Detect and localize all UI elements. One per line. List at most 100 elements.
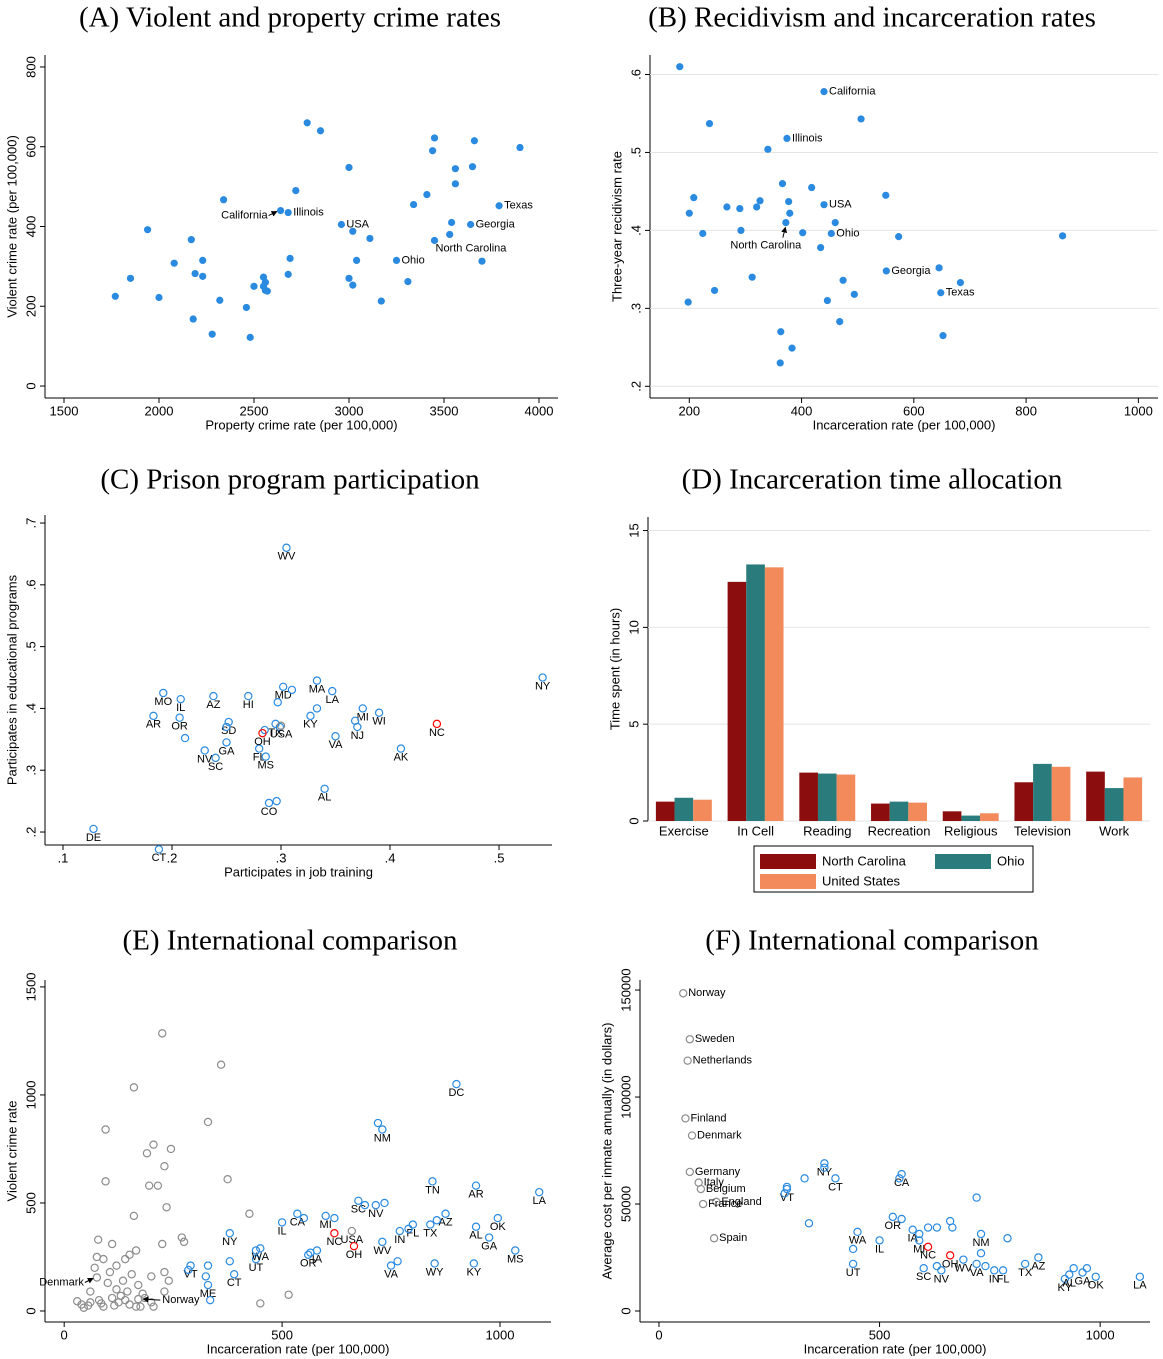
point-label: California [221,209,268,221]
point-label: Georgia [476,218,516,230]
point [131,1246,141,1255]
point [272,796,281,806]
point [690,194,698,202]
point [162,1203,171,1212]
bar [980,813,999,821]
point [349,227,357,235]
point [848,1244,858,1254]
point [820,88,828,96]
point-label: NC [920,1250,936,1262]
y-tick-label: .7 [23,518,38,529]
point [430,134,439,142]
point [111,292,119,300]
point-label: AZ [206,699,220,711]
point [166,1144,176,1154]
x-tick-label: 1000 [486,1327,515,1342]
point-label: USA [346,218,369,230]
point [823,296,831,305]
point [972,1193,981,1202]
point-label: UT [249,1262,264,1274]
point [205,1295,215,1305]
point [282,543,291,552]
x-tick-label: 500 [271,1327,293,1342]
point [853,1227,862,1237]
point-label: Georgia [891,265,931,277]
point [1058,232,1067,240]
point [396,744,406,753]
point [683,1056,692,1065]
point-label: Denmark [39,1276,84,1288]
point [1135,1272,1145,1281]
y-tick-label: 0 [23,1307,38,1314]
point-label: VA [329,739,344,751]
point [153,1181,163,1190]
point [276,721,286,730]
point [471,1181,481,1190]
point-label: NC [326,1236,342,1248]
point-label: MI [320,1219,332,1231]
bar [817,773,837,821]
point-label: CA [290,1217,306,1229]
point [360,1200,370,1210]
point-label: MS [257,760,274,772]
point [937,289,945,297]
bar [1051,766,1071,821]
point [101,1125,110,1134]
point-label: MI [913,1243,925,1255]
point-label: WV [278,551,296,563]
y-axis-label: Violent crime rate [4,1101,19,1202]
point [839,276,847,284]
point-label: OH [254,736,271,748]
y-tick-label: 600 [23,136,38,158]
point-label: AK [394,752,409,764]
point-label: MS [507,1253,524,1265]
chart-title: (A) Violent and property crime rates [79,2,501,34]
point [358,704,367,713]
chart-title: (C) Prison program participation [100,464,480,496]
legend-label: United States [822,873,901,888]
y-tick-label: 0 [23,382,38,389]
point-label: OK [1088,1280,1105,1292]
point [452,1079,461,1089]
point [386,1261,396,1270]
point-label: North Carolina [436,242,508,254]
point [764,145,772,153]
point-label: WY [426,1266,444,1278]
point-label: GA [219,745,236,757]
point [306,1248,315,1257]
point [199,256,207,265]
point [377,297,385,305]
point-label: Illinois [293,206,324,218]
point-label: VA [384,1269,399,1281]
point-label: France [708,1198,742,1210]
point [203,1117,213,1127]
point [118,1276,128,1285]
point-label: USA [270,729,293,741]
point [158,1239,167,1249]
x-tick-label: .4 [385,850,396,865]
point [284,208,292,217]
point [303,119,311,127]
point-label: IN [394,1234,405,1246]
x-axis-label: Incarceration rate (per 100,000) [207,1341,390,1356]
point [484,1233,494,1242]
point [203,1280,213,1290]
x-tick-label: Work [1099,823,1130,838]
point [976,1229,986,1239]
point-label: KY [303,719,318,731]
point [284,1290,293,1299]
point [681,1114,690,1123]
point-label: WV [955,1263,973,1275]
point [538,673,547,682]
bar [727,581,747,821]
point-label: CO [261,806,278,818]
point-label: NM [374,1132,391,1144]
point [246,333,254,341]
point [820,201,828,209]
point-label: AL [1063,1278,1076,1290]
point [316,127,325,135]
point [179,1237,189,1247]
point [685,209,693,217]
bar [871,803,890,821]
point [256,1299,265,1308]
